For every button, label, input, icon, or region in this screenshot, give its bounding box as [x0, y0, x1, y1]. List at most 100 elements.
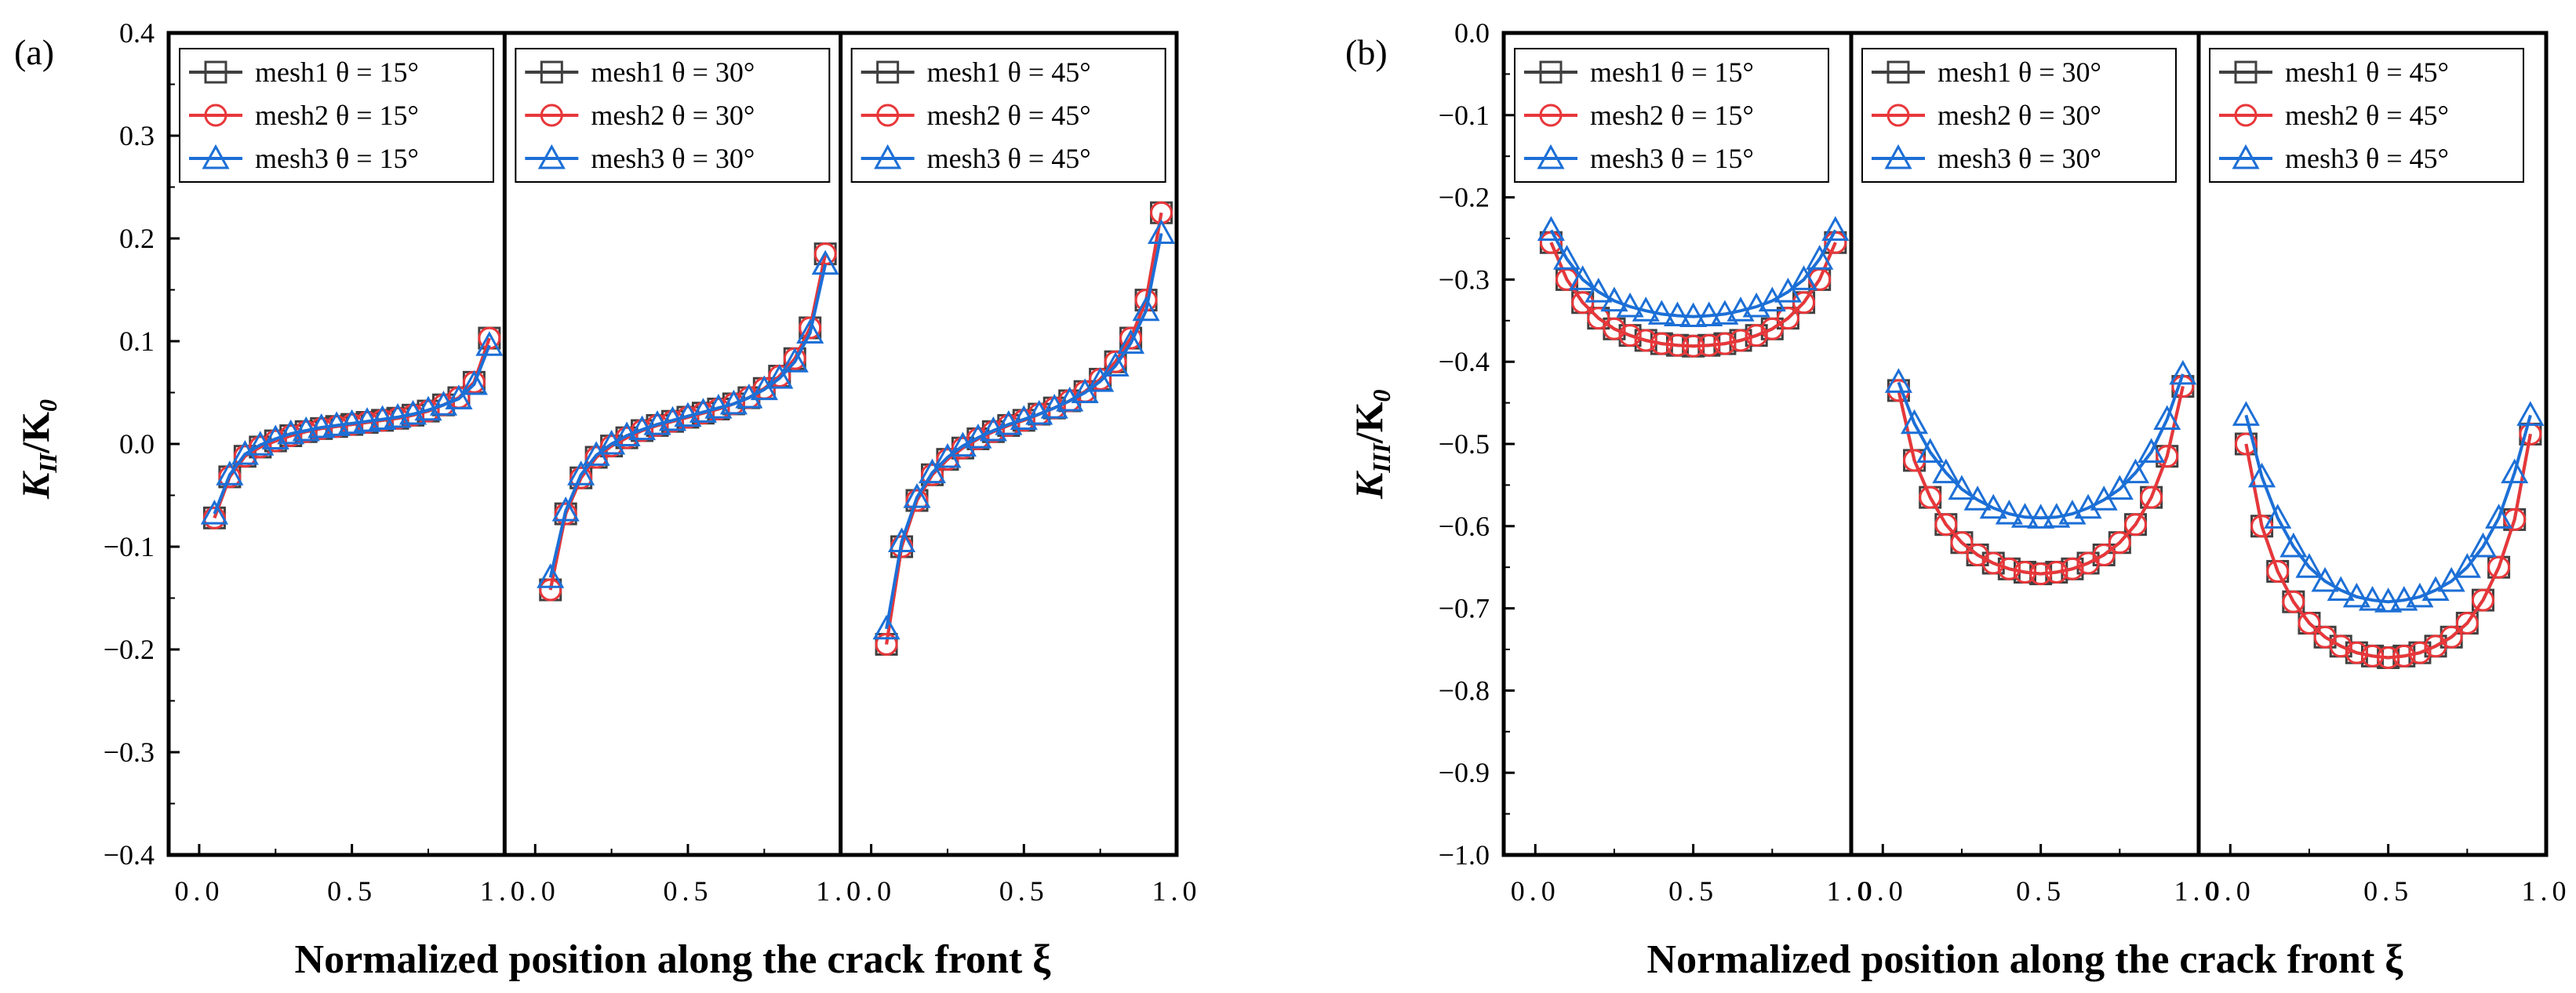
- chart-b-sub1-mesh3-point: [1537, 216, 1565, 242]
- chart-b-sub2-mesh3-point: [2010, 503, 2039, 528]
- chart-b-sub2-mesh2-point: [1950, 531, 1974, 555]
- chart-b-ytick-label: −0.3: [1439, 264, 1490, 295]
- chart-b-sub3-mesh3-point: [2437, 566, 2465, 592]
- chart-b-sub1-mesh3-point: [1821, 216, 1850, 242]
- chart-a-sub3-mesh3-point: [903, 483, 931, 508]
- chart-b-sub3-legend-swatch-marker: [2232, 144, 2260, 169]
- chart-b-sub3-mesh3-point: [2232, 401, 2260, 426]
- chart-b-ytick-label: −0.6: [1439, 511, 1490, 542]
- chart-b-sub3-mesh2-point: [2471, 588, 2494, 612]
- chart-a-sub1-legend-theta: θ = 15°: [336, 143, 419, 174]
- chart-a-ytick-label: 0.2: [119, 223, 155, 254]
- chart-b-sub1-legend-swatch-marker: [1539, 104, 1563, 127]
- chart-a-sub1-mesh2-point: [202, 506, 226, 529]
- chart-a-sub3-legend-mesh: mesh3: [927, 143, 1008, 174]
- chart-a-sub1-legend-label: mesh1 θ = 15°: [255, 56, 419, 88]
- chart-b-sub2-legend-label: mesh3 θ = 30°: [1937, 143, 2101, 174]
- chart-a-sub1-mesh3-point: [322, 411, 351, 436]
- chart-a-sub3-legend-mesh: mesh2: [927, 100, 1008, 131]
- chart-a-sub1-legend-swatch-marker: [202, 144, 230, 169]
- chart-a-sub1-legend-mesh: mesh2: [255, 100, 336, 131]
- chart-b-sub2-mesh3-point: [1884, 368, 1912, 393]
- chart-b-sub3-mesh3-point: [2311, 566, 2339, 592]
- chart-b-xlabel: Normalized position along the crack fron…: [1647, 937, 2404, 982]
- chart-b-sub1-mesh3-point: [1632, 296, 1660, 322]
- chart-b-ytick-label: −1.0: [1439, 839, 1490, 871]
- chart-b-sub3-mesh2-point: [2282, 590, 2305, 613]
- chart-b-sub1-legend-theta: θ = 15°: [1671, 100, 1754, 131]
- chart-b-sub1-mesh2-point: [1603, 317, 1626, 340]
- chart-a-sub2-legend-swatch-marker: [537, 144, 566, 169]
- chart-a-sub3-mesh2-point: [966, 427, 990, 450]
- chart-b-sub2-mesh3-point: [1963, 486, 1992, 511]
- chart-b-sub1-xtick-label: 0.0: [1511, 875, 1560, 907]
- chart-b-sub1-mesh3-point: [1600, 286, 1628, 312]
- chart-b-ytick-label: −0.2: [1439, 182, 1490, 213]
- chart-a-sub2-mesh3-line: [548, 264, 828, 578]
- chart-a-sub3-xtick-label: 0.5: [999, 875, 1049, 907]
- chart-b-sub2-mesh3-point: [2105, 475, 2134, 500]
- chart-a-ytick-label: −0.2: [104, 634, 155, 665]
- chart-a-sub1-legend-mesh: mesh1: [255, 56, 336, 88]
- chart-b-sub1-mesh3-point: [1585, 278, 1613, 303]
- chart-b-sub2-mesh3-point: [1948, 475, 1976, 500]
- chart-a-sub2-legend-theta: θ = 30°: [671, 100, 755, 131]
- chart-b-sub3-mesh3-point: [2247, 462, 2276, 488]
- chart-b-sub1-mesh3-point: [1711, 300, 1739, 325]
- chart-b-sub1-mesh2-point: [1634, 329, 1657, 352]
- chart-b-sub3-mesh2-point: [2329, 635, 2352, 658]
- chart-b-sub2-mesh3-point: [2138, 438, 2166, 463]
- chart-a-sub3-mesh2-point: [997, 413, 1021, 437]
- chart-a-sub3-legend-mesh: mesh1: [927, 56, 1008, 88]
- chart-b-sub3-mesh2-point: [2455, 611, 2479, 635]
- chart-a-sub1-mesh2-point: [249, 435, 272, 459]
- chart-b-sub1-legend-theta: θ = 15°: [1671, 56, 1754, 88]
- chart-b-sub1-mesh2-point: [1650, 332, 1673, 355]
- chart-b-sub1-legend-label: mesh2 θ = 15°: [1590, 100, 1754, 131]
- chart-b-sub2-legend-theta: θ = 30°: [2018, 56, 2101, 88]
- chart-a-sub2-legend-theta: θ = 30°: [671, 143, 755, 174]
- chart-a-sub1-mesh3-line: [213, 344, 491, 515]
- chart-b-sub2-xtick-label: 0.5: [2016, 875, 2065, 907]
- chart-b-sub1-mesh2-point: [1729, 329, 1752, 352]
- chart-a-sub3-legend-theta: θ = 45°: [1008, 56, 1091, 88]
- chart-b-sub3-mesh2-point: [2234, 432, 2258, 456]
- chart-b-sub1-xtick-label: 0.5: [1668, 875, 1718, 907]
- chart-a-sub2-mesh2-point: [554, 502, 577, 526]
- chart-a-sub2-mesh3-point: [766, 364, 794, 389]
- chart-a-sub2-mesh2-point: [584, 446, 608, 469]
- chart-b-sub1-mesh2-point: [1618, 324, 1642, 347]
- chart-b-sub2-mesh3-point: [1916, 438, 1945, 463]
- chart-b-sub1-mesh3-point: [1552, 245, 1581, 270]
- chart-a-sub2-mesh2-point: [569, 466, 593, 489]
- chart-a-sub1-mesh3-point: [384, 402, 412, 428]
- chart-a-sub2-legend-mesh: mesh1: [591, 56, 671, 88]
- chart-a-sub2-mesh3-point: [811, 249, 839, 275]
- chart-b-sub2-legend-theta: θ = 30°: [2018, 143, 2101, 174]
- chart-b-sub2-mesh2-point: [2123, 513, 2147, 537]
- chart-a-ytick-label: 0.3: [119, 120, 155, 151]
- chart-a-sub3-legend-theta: θ = 45°: [1008, 100, 1091, 131]
- chart-a-sub3-mesh3-point: [1117, 329, 1145, 355]
- chart-a-sub2-mesh1-line: [548, 253, 828, 591]
- chart-a-sub3-xtick-label: 0.0: [846, 875, 896, 907]
- chart-b-sub3-legend-label: mesh3 θ = 45°: [2285, 143, 2449, 174]
- chart-a-ytick-label: −0.1: [104, 531, 155, 562]
- chart-a-sub1-mesh3-point: [445, 384, 473, 409]
- chart-b-sub2-xtick-label: 1.0: [2174, 875, 2224, 907]
- chart-b-sub1-mesh3-point: [1616, 292, 1644, 318]
- chart-a-sub1-legend-theta: θ = 15°: [336, 56, 419, 88]
- chart-b-sub3-mesh3-point: [2485, 504, 2513, 529]
- chart-b-sub3-mesh3-point: [2516, 401, 2545, 426]
- chart-b-sub1-legend-theta: θ = 15°: [1671, 143, 1754, 174]
- chart-a-panel-label: (a): [14, 32, 54, 72]
- chart-b-sub3-mesh2-point: [2377, 646, 2400, 669]
- chart-a-ylabel-tail: /K: [13, 412, 57, 454]
- chart-b-sub2-mesh2-point: [2061, 557, 2084, 580]
- chart-b-sub3-mesh2-point: [2487, 555, 2511, 579]
- chart-b-sub2-mesh3-point: [2169, 359, 2197, 385]
- chart-b-sub2-mesh2-point: [2092, 543, 2116, 566]
- chart-a-xlabel: Normalized position along the crack fron…: [295, 937, 1052, 982]
- chart-b-sub2-legend-theta: θ = 30°: [2018, 100, 2101, 131]
